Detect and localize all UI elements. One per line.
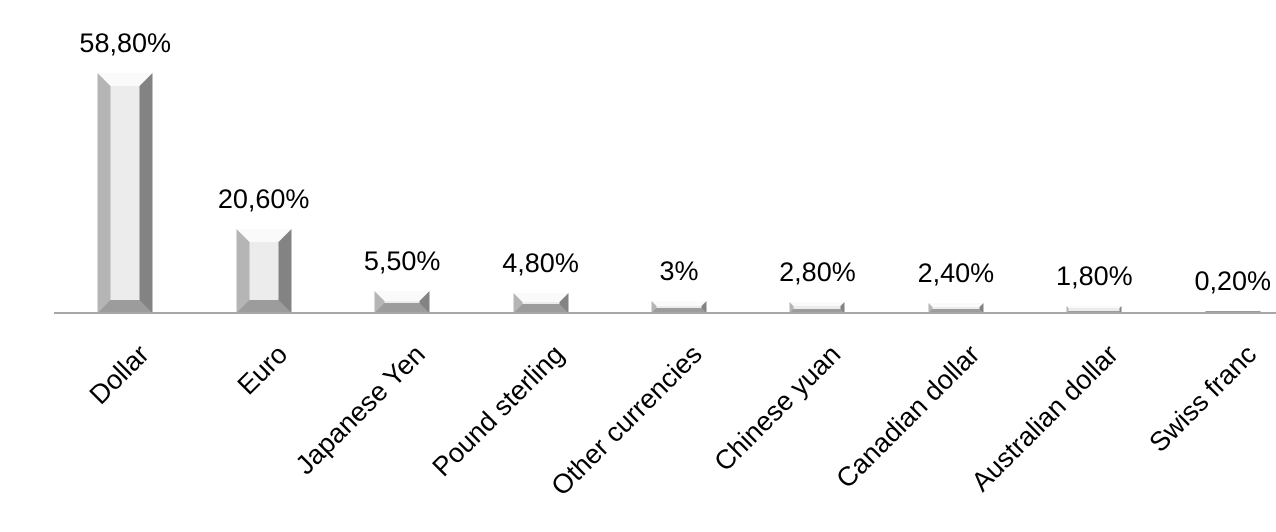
bar-column: 3% Other currencies — [546, 16, 748, 502]
bar-value-label: 2,80% — [779, 257, 856, 288]
category-label: Australian dollar — [965, 339, 1124, 498]
bar-column: 58,80% Dollar — [56, 16, 194, 410]
category-label: Canadian dollar — [830, 339, 986, 494]
bar-value-label: 1,80% — [1056, 261, 1133, 292]
bar-column: 20,60% Euro — [194, 16, 332, 401]
bar-value-label: 20,60% — [217, 184, 310, 215]
bar-value-label: 2,40% — [917, 258, 995, 289]
bar-column: 0,20% Swiss franc — [1143, 16, 1276, 458]
bar-value-label: 5,50% — [363, 246, 441, 277]
bar — [513, 293, 569, 313]
category-label: Swiss franc — [1143, 339, 1262, 458]
category-label: Dollar — [83, 339, 155, 411]
bar-value-label: 3% — [659, 256, 699, 287]
bar-column: 1,80% Australian dollar — [965, 16, 1163, 497]
category-label: Chinese yuan — [708, 339, 847, 477]
x-axis-line — [54, 312, 1276, 314]
category-label: Other currencies — [545, 339, 709, 502]
bar-value-label: 4,80% — [502, 248, 579, 279]
bar-value-label: 0,20% — [1194, 266, 1272, 297]
bar-column: 2,40% Canadian dollar — [830, 16, 1025, 494]
category-label: Pound sterling — [426, 339, 570, 483]
bar — [789, 302, 845, 313]
plot-area: 58,80% Dollar 20,60% Euro 5,50% Japanese Yen 4… — [56, 16, 1276, 502]
bar-column: 5,50% Japanese Yen — [290, 16, 471, 481]
bar-column: 2,80% Chinese yuan — [709, 16, 886, 477]
category-label: Euro — [231, 339, 293, 401]
bar — [928, 303, 984, 313]
category-label: Japanese Yen — [290, 339, 432, 481]
bar — [97, 73, 153, 313]
bar-value-label: 58,80% — [79, 28, 172, 59]
bar-chart-figure: 58,80% Dollar 20,60% Euro 5,50% Japanese Yen 4… — [40, 16, 1276, 516]
bar — [236, 229, 292, 313]
bar — [651, 301, 707, 313]
bar — [374, 291, 430, 313]
bar-column: 4,80% Pound sterling — [426, 16, 609, 483]
